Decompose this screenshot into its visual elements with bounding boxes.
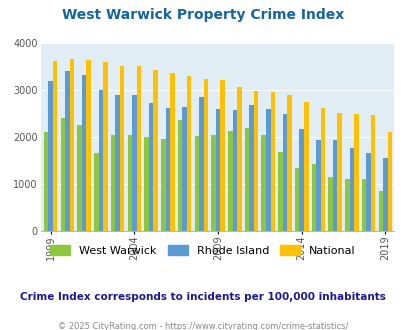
Bar [98,90,103,231]
Text: Crime Index corresponds to incidents per 100,000 inhabitants: Crime Index corresponds to incidents per… [20,292,385,302]
Bar [48,81,53,231]
Bar [370,115,375,231]
Bar [277,152,282,231]
Bar [65,71,70,231]
Bar [132,95,136,231]
Bar [211,135,215,231]
Text: © 2025 CityRating.com - https://www.cityrating.com/crime-statistics/: © 2025 CityRating.com - https://www.city… [58,322,347,330]
Bar [294,168,299,231]
Bar [220,80,224,231]
Bar [165,108,170,231]
Bar [228,131,232,231]
Bar [261,135,265,231]
Bar [149,103,153,231]
Bar [337,113,341,231]
Bar [303,102,308,231]
Bar [60,118,65,231]
Bar [320,108,324,231]
Bar [361,179,366,231]
Bar [119,66,124,231]
Bar [94,153,98,231]
Bar [349,148,353,231]
Bar [366,153,370,231]
Bar [253,91,258,231]
Bar [194,136,198,231]
Bar [198,97,203,231]
Bar [103,62,107,231]
Text: West Warwick Property Crime Index: West Warwick Property Crime Index [62,8,343,22]
Bar [186,76,191,231]
Bar [249,105,253,231]
Bar [136,66,141,231]
Bar [161,139,165,231]
Bar [378,191,382,231]
Bar [387,132,391,231]
Bar [127,135,132,231]
Bar [237,87,241,231]
Bar [44,132,48,231]
Bar [53,61,57,231]
Bar [353,114,358,231]
Legend: West Warwick, Rhode Island, National: West Warwick, Rhode Island, National [46,241,359,260]
Bar [86,60,91,231]
Bar [382,158,387,231]
Bar [153,70,158,231]
Bar [287,95,291,231]
Bar [282,115,287,231]
Bar [265,109,270,231]
Bar [77,125,82,231]
Bar [203,79,208,231]
Bar [82,75,86,231]
Bar [299,129,303,231]
Bar [328,177,332,231]
Bar [332,140,337,231]
Bar [215,109,220,231]
Bar [311,164,315,231]
Bar [182,107,186,231]
Bar [170,73,174,231]
Bar [344,179,349,231]
Bar [270,92,274,231]
Bar [70,59,74,231]
Bar [115,95,119,231]
Bar [111,135,115,231]
Bar [177,120,182,231]
Bar [144,137,149,231]
Bar [232,110,237,231]
Bar [315,140,320,231]
Bar [244,128,249,231]
